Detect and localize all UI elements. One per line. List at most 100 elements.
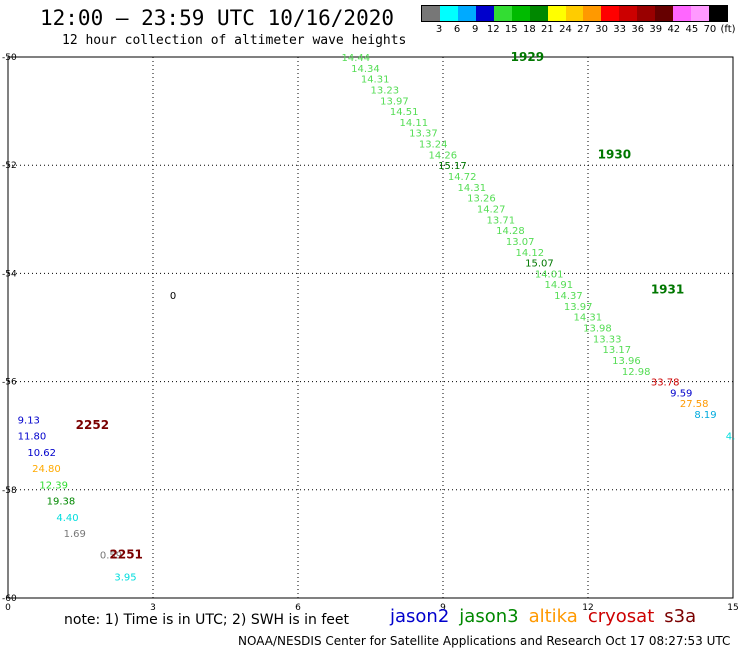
wave-height-label: 13.26 [467,194,496,205]
wave-height-label: 0.59 [100,551,122,562]
note-text: note: 1) Time is in UTC; 2) SWH is in fe… [64,612,350,628]
color-scale-legend: 3 6 9 12 15 18 21 24 27 30 33 36 39 42 45 70 (ft) [421,5,736,36]
scale-swatch [547,6,566,21]
color-scale-labels: 3 6 9 12 15 18 21 24 27 30 33 36 39 42 45 70 (ft) [421,22,736,36]
scale-label: 45 [685,24,699,35]
scale-label: 12 [486,24,500,35]
y-tick-label: -56 [2,378,17,388]
wave-height-label: 13.98 [583,324,612,335]
wave-height-label: 14.01 [535,269,564,280]
wave-height-label: 9.13 [18,415,40,426]
satellite-legend-item: s3a [664,606,697,627]
scale-label: 24 [559,24,572,35]
scale-swatch [637,6,656,21]
wave-height-label: 13.37 [409,129,438,140]
wave-height-label: 9.59 [670,388,692,399]
scale-label: 42 [667,24,681,35]
wave-height-label: 14.31 [458,183,487,194]
wave-height-label: 14.31 [574,313,603,324]
wave-height-label: 13.24 [419,140,448,151]
wave-height-label: 11.80 [18,432,47,443]
wave-height-label: 13.96 [612,356,641,367]
scale-label: 6 [453,24,461,35]
wave-height-label: 12.39 [39,480,68,491]
scale-swatch [511,6,530,21]
wave-height-label: 14.34 [351,64,380,75]
scale-label: 15 [504,24,518,35]
time-marker-label: 1931 [651,283,684,297]
plot-frame [7,56,734,599]
wave-height-label: 19.38 [47,497,76,508]
page-title: 12:00 – 23:59 UTC 10/16/2020 [40,6,395,30]
wave-height-label: 14.27 [477,204,506,215]
satellite-legend-item: jason2 [390,606,450,627]
x-tick-label: 6 [295,603,301,613]
scale-label: 3 [435,24,443,35]
wave-height-label: 13.97 [564,302,593,313]
scale-swatch [619,6,638,21]
scale-swatch [422,6,440,21]
satellite-legend: jason2 jason3 altika cryosat s3a [390,606,706,627]
wave-height-label: 27.58 [680,399,709,410]
color-scale-bar [421,5,728,22]
time-marker-label: 2251 [110,548,143,562]
wave-height-label: 13.07 [506,237,535,248]
time-marker-label: 1929 [511,50,544,64]
wave-height-label: 14.31 [361,75,390,86]
wave-height-label: 15.07 [525,259,554,270]
scale-swatch [529,6,548,21]
wave-height-label: 13.97 [380,96,409,107]
wave-height-label: 10.62 [27,448,56,459]
satellite-legend-item: cryosat [587,606,655,627]
footer-credit: NOAA/NESDIS Center for Satellite Applica… [238,634,731,650]
scale-swatch [709,6,727,21]
scale-label: 9 [471,24,479,35]
x-tick-label: 0 [5,603,11,613]
scale-label: 30 [595,24,608,35]
wave-height-label: 14.44 [342,53,371,64]
scale-swatch [457,6,476,21]
wave-height-label: 14.72 [448,172,477,183]
wave-height-label: 13.33 [593,334,622,345]
wave-height-label: 14.51 [390,107,419,118]
wave-height-label: 24.80 [32,464,61,475]
wave-height-label: 13.23 [371,85,400,96]
y-tick-label: -50 [2,53,17,63]
wave-height-label: 14.26 [429,150,458,161]
wave-height-label: 15.17 [438,161,467,172]
scale-label: 70 [703,24,717,35]
wave-height-label: 14.12 [516,248,545,259]
satellite-legend-item: altika [528,606,578,627]
scale-swatch [673,6,692,21]
time-marker-label: 1930 [598,147,631,161]
wave-height-label: 14.28 [496,226,525,237]
wave-height-label: 12.98 [622,367,651,378]
scale-swatch [439,6,458,21]
x-tick-label: 12 [582,603,593,613]
scale-label: 33 [613,24,627,35]
wave-height-label: 0 [170,291,176,302]
wave-height-label: 4. [726,432,736,443]
scale-label: (ft) [720,24,736,35]
x-tick-label: 15 [727,603,738,613]
x-tick-label: 3 [150,603,156,613]
scale-label: 27 [577,24,590,35]
wave-height-label: 14.91 [545,280,574,291]
wave-height-label: 13.17 [603,345,632,356]
y-tick-label: -52 [2,161,17,171]
y-tick-label: -58 [2,486,17,496]
scale-label: 36 [631,24,645,35]
page-subtitle: 12 hour collection of altimeter wave hei… [62,33,407,48]
x-tick-label: 9 [440,603,446,613]
scale-swatch [475,6,494,21]
scale-label: 21 [541,24,554,35]
scale-swatch [493,6,512,21]
scale-label: 18 [522,24,536,35]
time-marker-label: 2252 [76,418,109,432]
wave-height-label: 1.69 [64,529,86,540]
wave-height-label: 33.78 [651,378,680,389]
y-tick-label: -54 [2,269,17,279]
wave-height-label: 4.40 [56,513,78,524]
